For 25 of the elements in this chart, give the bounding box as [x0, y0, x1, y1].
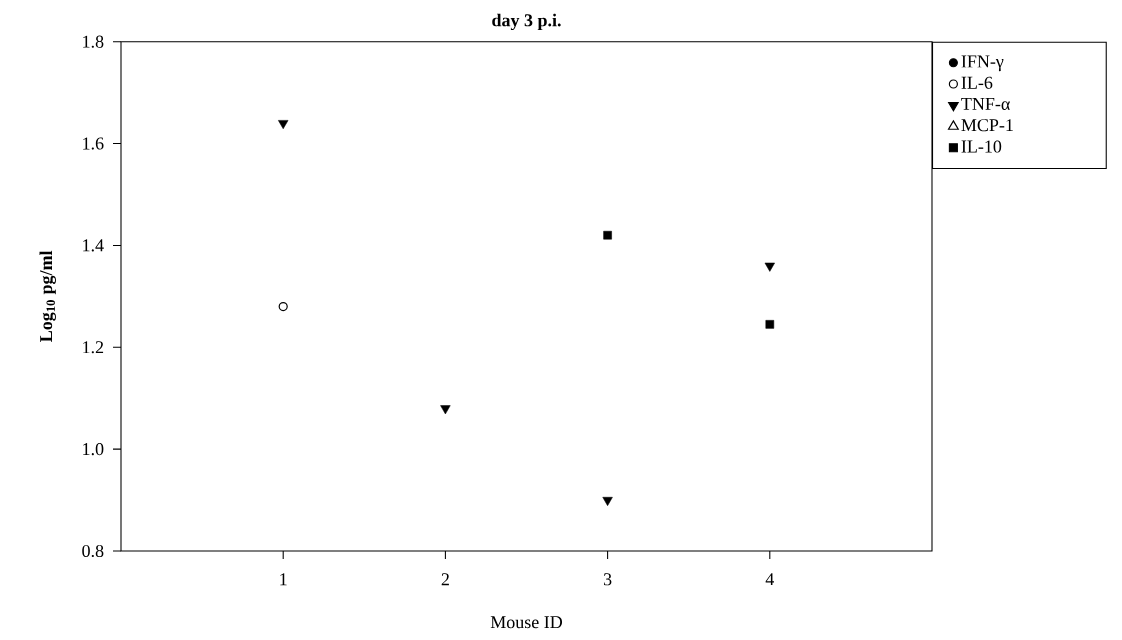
point	[602, 497, 613, 506]
legend-label: IFN-γ	[961, 55, 1004, 72]
point	[764, 262, 775, 272]
point	[765, 320, 775, 329]
y-tick-label: 1.2	[83, 341, 104, 354]
x-axis-title: Mouse ID	[490, 616, 563, 629]
point	[278, 301, 288, 312]
x-tick-label: 4	[765, 573, 775, 586]
y-tick-label: 1.4	[83, 239, 104, 252]
y-tick-label: 1.8	[83, 35, 104, 48]
x-tick-label: 2	[441, 573, 449, 586]
y-tick-label: 1.0	[83, 443, 104, 456]
x-tick-label: 1	[280, 573, 287, 586]
legend-label: MCP-1	[961, 119, 1013, 132]
chart-title: day 3 p.i.	[492, 13, 561, 31]
x-tick-label: 3	[603, 573, 612, 586]
legend-label: IL-10	[961, 140, 1002, 153]
point	[440, 405, 451, 415]
point	[278, 120, 289, 130]
point	[603, 230, 612, 240]
y-tick-label: 0.8	[82, 544, 104, 558]
legend-label: IL-6	[961, 76, 993, 89]
legend-label: TNF-α	[961, 97, 1010, 110]
y-tick-label: 1.6	[83, 137, 104, 150]
y-axis-title: Log$_{10}$ pg/ml	[39, 250, 56, 342]
